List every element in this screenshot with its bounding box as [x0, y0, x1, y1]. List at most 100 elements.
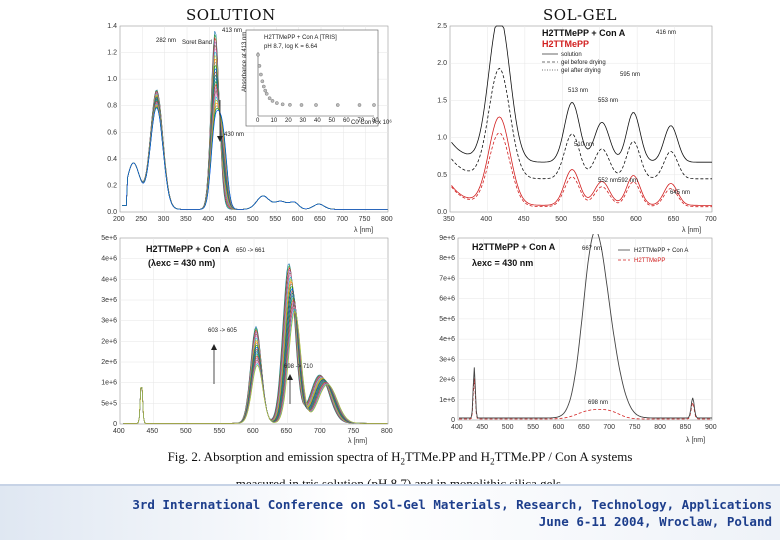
annot-667: 667 nm: [582, 246, 602, 252]
em-gel-xtick: 500: [502, 424, 514, 431]
emission-solution-chart: H2TTMePP + Con A (λexc = 430 nm) 650 -> …: [96, 234, 396, 446]
em-sol-xtick: 750: [348, 428, 360, 435]
em-sol-xtick: 500: [180, 428, 192, 435]
em-gel-xtick: 400: [451, 424, 463, 431]
em-gel-xtick: 550: [527, 424, 539, 431]
em-sol-xtick: 800: [381, 428, 393, 435]
em-gel-ytick: 8e+6: [439, 255, 455, 262]
em-sol-xtick: 700: [314, 428, 326, 435]
inset-point: [299, 103, 304, 107]
abs-gel-xtick: 650: [668, 216, 680, 223]
abs-sol-xtick: 550: [269, 216, 281, 223]
abs-gel-ytick: 0.0: [437, 209, 447, 216]
em-gel-ytick: 0: [451, 417, 455, 424]
legend-solution: solution: [561, 52, 582, 58]
caption-line-1: Fig. 2. Absorption and emission spectra …: [167, 449, 633, 467]
xlabel-emission-solution: λ [nm]: [348, 438, 367, 445]
abs-sol-xtick: 400: [202, 216, 214, 223]
em-sol-ytick: 4e+6: [101, 276, 117, 283]
inset-point: [264, 92, 269, 96]
em-gel-ytick: 2e+6: [439, 377, 455, 384]
em-sol-xtick: 650: [281, 428, 293, 435]
abs-gel-xtick: 400: [480, 216, 492, 223]
inset-point: [259, 72, 263, 77]
annot-510: 510 nm: [574, 142, 594, 148]
inset-point: [260, 79, 265, 84]
abs-sol-xtick: 600: [292, 216, 304, 223]
solgel-heading: SOL-GEL: [543, 6, 617, 24]
abs-sol-ytick: 1.2: [107, 50, 117, 57]
em-gel-ytick: 4e+6: [439, 336, 455, 343]
em-gel-xtick: 450: [476, 424, 488, 431]
annot-645: 645 nm: [670, 190, 690, 196]
inset-point: [270, 99, 275, 103]
conference-footer: 3rd International Conference on Sol-Gel …: [2, 496, 772, 530]
annot-413: 413 nm: [222, 28, 242, 34]
abs-gel-ytick: 2.5: [437, 23, 447, 30]
solution-heading: SOLUTION: [186, 6, 276, 24]
abs-gel-ytick: 0.5: [437, 172, 447, 179]
inset-legend-1: H2TTMePP + Con A [TRIS]: [264, 35, 337, 41]
abs-sol-xtick: 200: [113, 216, 125, 223]
abs-sol-xtick: 500: [247, 216, 259, 223]
annot-595: 595 nm: [620, 72, 640, 78]
em-sol-xtick: 400: [113, 428, 125, 435]
absorption-curve: [122, 107, 388, 210]
inset-point: [314, 103, 318, 107]
abs-gel-xtick: 350: [443, 216, 455, 223]
em-gel-ytick: 1e+6: [439, 397, 455, 404]
abs-sol-xtick: 450: [225, 216, 237, 223]
abs-sol-xtick: 250: [135, 216, 147, 223]
annot-553: 553 nm: [598, 98, 618, 104]
em-gel-xtick: 900: [705, 424, 717, 431]
em-sol-ytick: 0: [113, 421, 117, 428]
abs-gel-xtick: 600: [630, 216, 642, 223]
absorption-solution-chart: H2TTMePP + Con A [TRIS] pH 8.7, log K = …: [96, 22, 396, 234]
emission-curve: [123, 310, 388, 424]
annot-416: 416 nm: [656, 30, 676, 36]
em-gel-ytick: 5e+6: [439, 316, 455, 323]
solgel-absorption-curve: [451, 132, 712, 208]
inset-box: [245, 29, 379, 127]
abs-sol-xtick: 350: [180, 216, 192, 223]
em-sol-ytick: 5e+6: [101, 235, 117, 242]
annot-552: 552 nm: [598, 178, 618, 184]
inset-xtick: 60: [343, 118, 350, 124]
annot-650-661: 650 -> 661: [236, 248, 266, 254]
abs-sol-ytick: 0.0: [107, 209, 117, 216]
arrowhead-down: [217, 136, 223, 142]
annot-513: 513 nm: [568, 88, 588, 94]
legend-con-a: H2TTMePP + Con A: [634, 248, 688, 254]
em-sol-ytick: 5e+5: [101, 400, 117, 407]
xlabel-absorption-solution: λ [nm]: [354, 227, 373, 234]
footer-line-1: 3rd International Conference on Sol-Gel …: [132, 497, 772, 512]
solgel-absorption-curve: [451, 67, 712, 180]
annot-430: 430 nm: [224, 132, 244, 138]
abs-sol-xtick: 300: [158, 216, 170, 223]
abs-sol-ytick: 1.4: [107, 23, 117, 30]
annot-698-710: 698 -> 710: [284, 364, 314, 370]
em-gel-xtick: 650: [578, 424, 590, 431]
em-gel-ytick: 9e+6: [439, 235, 455, 242]
inset-point: [280, 102, 285, 107]
emission-solgel-chart: H2TTMePP + Con A λexc = 430 nm H2TTMePP …: [430, 234, 720, 446]
inset-point: [288, 103, 292, 107]
abs-sol-ytick: 1.0: [107, 76, 117, 83]
inset-point: [275, 101, 279, 105]
inset-point: [372, 103, 376, 107]
inset-point: [267, 96, 272, 101]
em-sol-xtick: 550: [214, 428, 226, 435]
abs-sol-xtick: 650: [314, 216, 326, 223]
inset-point: [263, 88, 268, 93]
abs-sol-xtick: 750: [359, 216, 371, 223]
em-gel-ytick: 6e+6: [439, 296, 455, 303]
inset-xtick: 30: [300, 118, 307, 124]
legend-title-2: H2TTMePP: [542, 39, 589, 49]
inset-xtick: 40: [314, 118, 321, 124]
inset-point: [357, 103, 362, 107]
inset-xtick: 10: [271, 118, 278, 124]
inset-point: [335, 103, 340, 107]
legend-gel-after: gel after drying: [561, 68, 601, 74]
abs-gel-xtick: 450: [518, 216, 530, 223]
abs-sol-ytick: 0.4: [107, 156, 117, 163]
